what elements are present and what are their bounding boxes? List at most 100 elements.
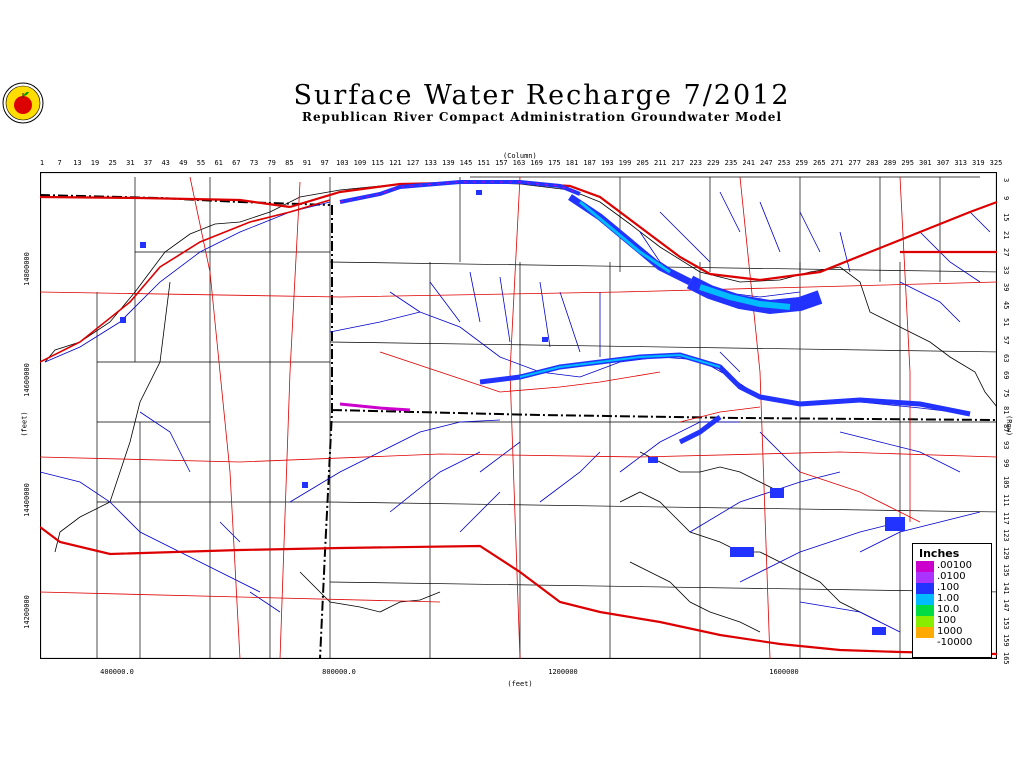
column-tick-label: 169: [530, 159, 543, 167]
row-tick-label: 135: [1002, 564, 1010, 577]
legend-swatch: [916, 572, 934, 583]
legend-entry: 10.0: [913, 604, 991, 616]
recharge-cells: [120, 180, 971, 635]
column-tick-label: 187: [583, 159, 596, 167]
column-tick-label: 247: [760, 159, 773, 167]
column-tick-label: 73: [249, 159, 259, 167]
y-tick-label: 14800000: [22, 252, 31, 286]
x-tick-label: 1200000: [548, 668, 578, 676]
row-tick-label: 81: [1002, 406, 1010, 415]
column-tick-label: 157: [495, 159, 508, 167]
column-tick-label: 295: [901, 159, 914, 167]
x-axis-label: (feet): [507, 680, 533, 688]
row-tick-label: 93: [1002, 441, 1010, 450]
legend-label: -10000: [937, 637, 973, 648]
column-tick-label: 145: [459, 159, 473, 167]
legend-swatch: [916, 583, 934, 594]
column-tick-label: 259: [795, 159, 808, 167]
map-subtitle: Republican River Compact Administration …: [301, 110, 782, 124]
y-tick-label: 14400000: [22, 483, 31, 517]
x-tick-label: 1600000: [769, 668, 799, 676]
column-tick-label: 49: [179, 159, 188, 167]
column-tick-label: 31: [126, 159, 135, 167]
column-axis-label: (Column): [503, 152, 537, 160]
legend-swatch: [916, 638, 934, 649]
row-tick-label: 111: [1002, 494, 1010, 507]
column-tick-label: 313: [954, 159, 967, 167]
row-tick-label: 69: [1002, 371, 1010, 380]
legend-title: Inches: [919, 547, 960, 560]
column-tick-label: 7: [57, 159, 62, 167]
row-tick-label: 21: [1002, 230, 1010, 240]
row-tick-label: 105: [1002, 476, 1010, 490]
legend-label: 100: [937, 615, 957, 626]
column-tick-label: 307: [936, 159, 950, 167]
row-tick-label: 153: [1002, 616, 1010, 630]
y-axis-label: (feet): [20, 411, 29, 437]
column-tick-label: 79: [267, 159, 276, 167]
x-tick-label: 800000.0: [322, 668, 356, 676]
column-tick-label: 85: [285, 159, 294, 167]
legend-entry: .00100: [913, 560, 991, 572]
column-tick-label: 211: [654, 159, 667, 167]
row-tick-labels: 3 9 15 21 27 33 39 45 51 57 63 69 75 81 87 93 99 105 111 11…: [998, 172, 1012, 665]
column-tick-label: 229: [707, 159, 720, 167]
legend-entry: 100: [913, 615, 991, 627]
column-tick-label: 115: [371, 159, 384, 167]
column-tick-label: 103: [336, 159, 349, 167]
row-tick-label: 39: [1002, 283, 1010, 292]
column-tick-label: 151: [477, 159, 490, 167]
column-tick-label: 133: [424, 159, 437, 167]
row-tick-label: 87: [1002, 423, 1010, 433]
legend-entry: .100: [913, 582, 991, 594]
column-tick-label: 265: [813, 159, 826, 167]
row-tick-label: 165: [1002, 652, 1010, 665]
column-tick-label: 43: [161, 159, 170, 167]
column-tick-label: 37: [143, 159, 153, 167]
column-tick-label: 127: [406, 159, 420, 167]
row-tick-label: 129: [1002, 546, 1010, 560]
column-tick-labels: 1 7 13 19 25 31 37 43 49 55 61 67 73 79 85 91 97 103 109 11…: [0, 156, 1024, 170]
legend-swatch: [916, 605, 934, 616]
row-tick-label: 123: [1002, 529, 1010, 542]
map-title: Surface Water Recharge 7/2012: [293, 80, 791, 111]
legend-label: .00100: [937, 560, 972, 571]
column-tick-label: 139: [442, 159, 455, 167]
column-tick-label: 283: [866, 159, 879, 167]
legend-entry: .0100: [913, 571, 991, 583]
model-boundary: [44, 181, 997, 633]
legend-label: 1000: [937, 626, 963, 637]
column-tick-label: 181: [565, 159, 579, 167]
row-tick-label: 9: [1002, 195, 1010, 200]
column-tick-label: 301: [919, 159, 932, 167]
column-tick-label: 193: [601, 159, 614, 167]
column-tick-label: 271: [830, 159, 844, 167]
legend-label: 1.00: [937, 593, 960, 604]
column-tick-label: 277: [848, 159, 861, 167]
column-tick-label: 199: [618, 159, 632, 167]
row-tick-label: 117: [1002, 511, 1010, 525]
column-tick-label: 205: [636, 159, 649, 167]
legend-entry: -10000: [913, 637, 991, 649]
column-tick-label: 217: [671, 159, 685, 167]
y-tick-label: 14200000: [22, 595, 31, 629]
apple-logo-icon: [2, 82, 44, 124]
column-tick-label: 163: [512, 159, 526, 167]
row-tick-label: 33: [1002, 265, 1010, 275]
y-tick-label: 14600000: [22, 363, 31, 397]
row-tick-label: 75: [1002, 388, 1010, 398]
legend-label: .100: [937, 582, 960, 593]
legend-entry: 1000: [913, 626, 991, 638]
legend-entry: 1.00: [913, 593, 991, 605]
legend-label: .0100: [937, 571, 966, 582]
column-tick-label: 55: [196, 159, 206, 167]
row-tick-label: 159: [1002, 634, 1010, 648]
column-tick-label: 25: [108, 159, 117, 167]
row-tick-label: 3: [1002, 178, 1010, 183]
x-tick-label: 400000.0: [100, 668, 134, 676]
column-tick-label: 223: [689, 159, 702, 167]
column-tick-label: 1: [39, 159, 45, 167]
legend-swatch: [916, 616, 934, 627]
row-tick-label: 141: [1002, 581, 1010, 595]
column-tick-label: 241: [742, 159, 755, 167]
